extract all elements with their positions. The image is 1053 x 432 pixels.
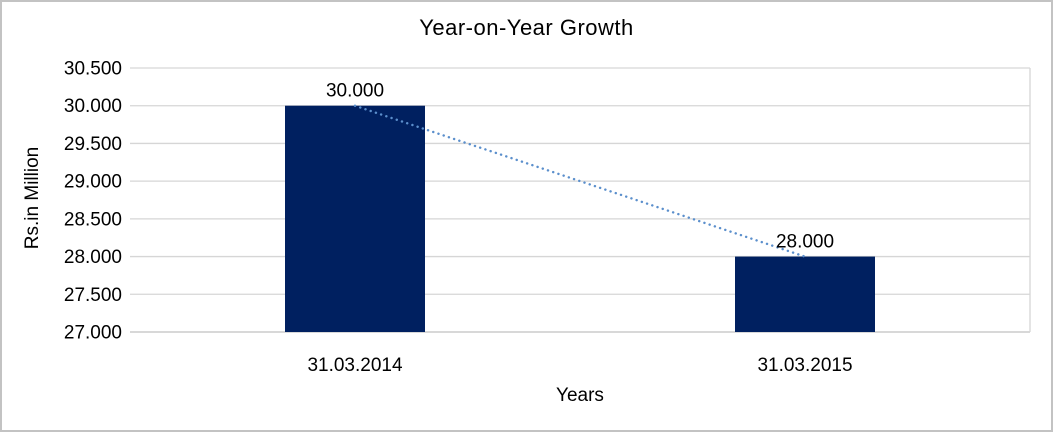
y-tick-label: 28.000 xyxy=(64,247,122,268)
data-label: 30.000 xyxy=(326,81,384,102)
bar[interactable] xyxy=(735,256,875,332)
y-tick-label: 27.500 xyxy=(64,285,122,306)
y-tick-label: 30.500 xyxy=(64,59,122,80)
y-tick-label: 28.500 xyxy=(64,209,122,230)
gridlines xyxy=(130,67,1031,333)
y-axis-title: Rs.in Million xyxy=(22,147,43,249)
y-tick-label: 29.000 xyxy=(64,172,122,193)
x-category-label: 31.03.2014 xyxy=(307,355,403,376)
y-tick-label: 27.000 xyxy=(64,323,122,344)
chart-title: Year-on-Year Growth xyxy=(419,15,634,40)
y-tick-label: 29.500 xyxy=(64,134,122,155)
data-label: 28.000 xyxy=(776,232,834,253)
trendline-layer xyxy=(353,104,807,258)
labels-layer: 27.000 27.500 28.000 28.500 29.000 29.500 30.0… xyxy=(64,59,853,377)
trendline[interactable] xyxy=(353,104,807,258)
x-category-label: 31.03.2015 xyxy=(757,355,852,376)
y-tick-label: 30.000 xyxy=(64,96,122,117)
bar[interactable] xyxy=(285,105,425,332)
x-axis-title: Years xyxy=(556,385,604,406)
bar-series xyxy=(285,105,875,332)
